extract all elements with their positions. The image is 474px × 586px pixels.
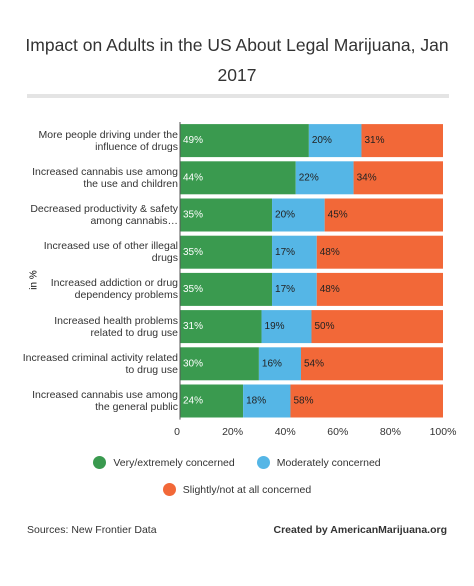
source: Sources: New Frontier Data [27,524,157,536]
x-tick-label: 20% [222,426,243,438]
value-label: 54% [304,358,324,369]
legend-swatch [93,456,107,469]
bar-segment [258,347,301,381]
value-label: 50% [315,321,335,332]
value-label: 17% [275,284,295,295]
bar-segment [361,124,443,158]
value-label: 16% [262,358,282,369]
bar-segment [180,235,273,269]
y-axis-label: in % [29,270,40,290]
value-label: 48% [320,247,340,258]
value-label: 31% [364,135,384,146]
bar-segment [316,272,443,306]
bar-segment [180,161,296,195]
value-label: 44% [183,172,203,183]
value-label: 45% [328,210,348,221]
bar-segment [290,384,443,418]
value-label: 31% [183,321,203,332]
legend-item: Very/extremely concerned [93,456,235,469]
bar-segment [316,235,443,269]
value-label: 35% [183,210,203,221]
bar-segment [272,235,317,269]
value-label: 17% [275,247,295,258]
credit: Created by AmericanMarijuana.org [273,524,448,536]
x-tick-label: 60% [327,426,348,438]
legend-item: Slightly/not at all concerned [162,483,312,496]
value-label: 35% [183,247,203,258]
category-label: Increased cannabis use among the general… [32,389,178,413]
x-tick-label: 40% [275,426,296,438]
value-label: 48% [320,284,340,295]
title-rule [27,94,449,98]
value-label: 34% [357,172,377,183]
legend-label: Slightly/not at all concerned [182,483,312,496]
category-label: Increased health problems related to dru… [54,314,178,339]
legend: Slightly/not at all concerned [0,483,474,496]
bar-segment [180,272,273,306]
value-label: 22% [299,172,319,183]
bar-segment [324,198,443,232]
value-label: 49% [183,135,203,146]
bar-segment [311,310,443,344]
value-label: 20% [312,135,332,146]
legend-label: Moderately concerned [276,456,381,469]
value-label: 19% [265,321,285,332]
bar-segment [180,124,309,158]
bar-segment [180,384,244,418]
bar-segment [272,272,317,306]
x-tick-label: 100% [430,426,457,438]
category-label: Increased criminal activity related to d… [22,351,178,376]
category-label: Decreased productivity & safety among ca… [30,203,178,227]
value-label: 24% [183,396,203,407]
value-label: 58% [293,396,313,407]
category-label: Increased cannabis use among the use and… [32,165,178,190]
x-tick-label: 80% [380,426,401,438]
category-label: Increased use of other illegal drugs [43,240,178,265]
bar-segment [180,310,262,344]
bar-segment [295,161,354,195]
value-label: 18% [246,396,266,407]
x-tick-label: 0 [174,426,180,438]
bar-segment [180,347,259,381]
bar-segment [300,347,443,381]
bar-segment [261,310,312,344]
legend: Very/extremely concerned Moderately conce… [0,456,474,469]
value-label: 20% [275,210,295,221]
bar-segment [353,161,443,195]
legend-item: Moderately concerned [256,456,381,469]
category-label: More people driving under the influence … [38,128,178,153]
value-label: 35% [183,284,203,295]
bar-segment [180,198,273,232]
bar-segment [308,124,362,158]
legend-swatch [162,483,176,496]
bar-segment [243,384,291,418]
legend-label: Very/extremely concerned [113,456,235,469]
value-label: 30% [183,358,203,369]
category-label: Increased addiction or drug dependency p… [50,277,178,302]
chart-title: Impact on Adults in the US About Legal M… [25,35,449,85]
bar-segment [272,198,325,232]
legend-swatch [256,456,270,469]
